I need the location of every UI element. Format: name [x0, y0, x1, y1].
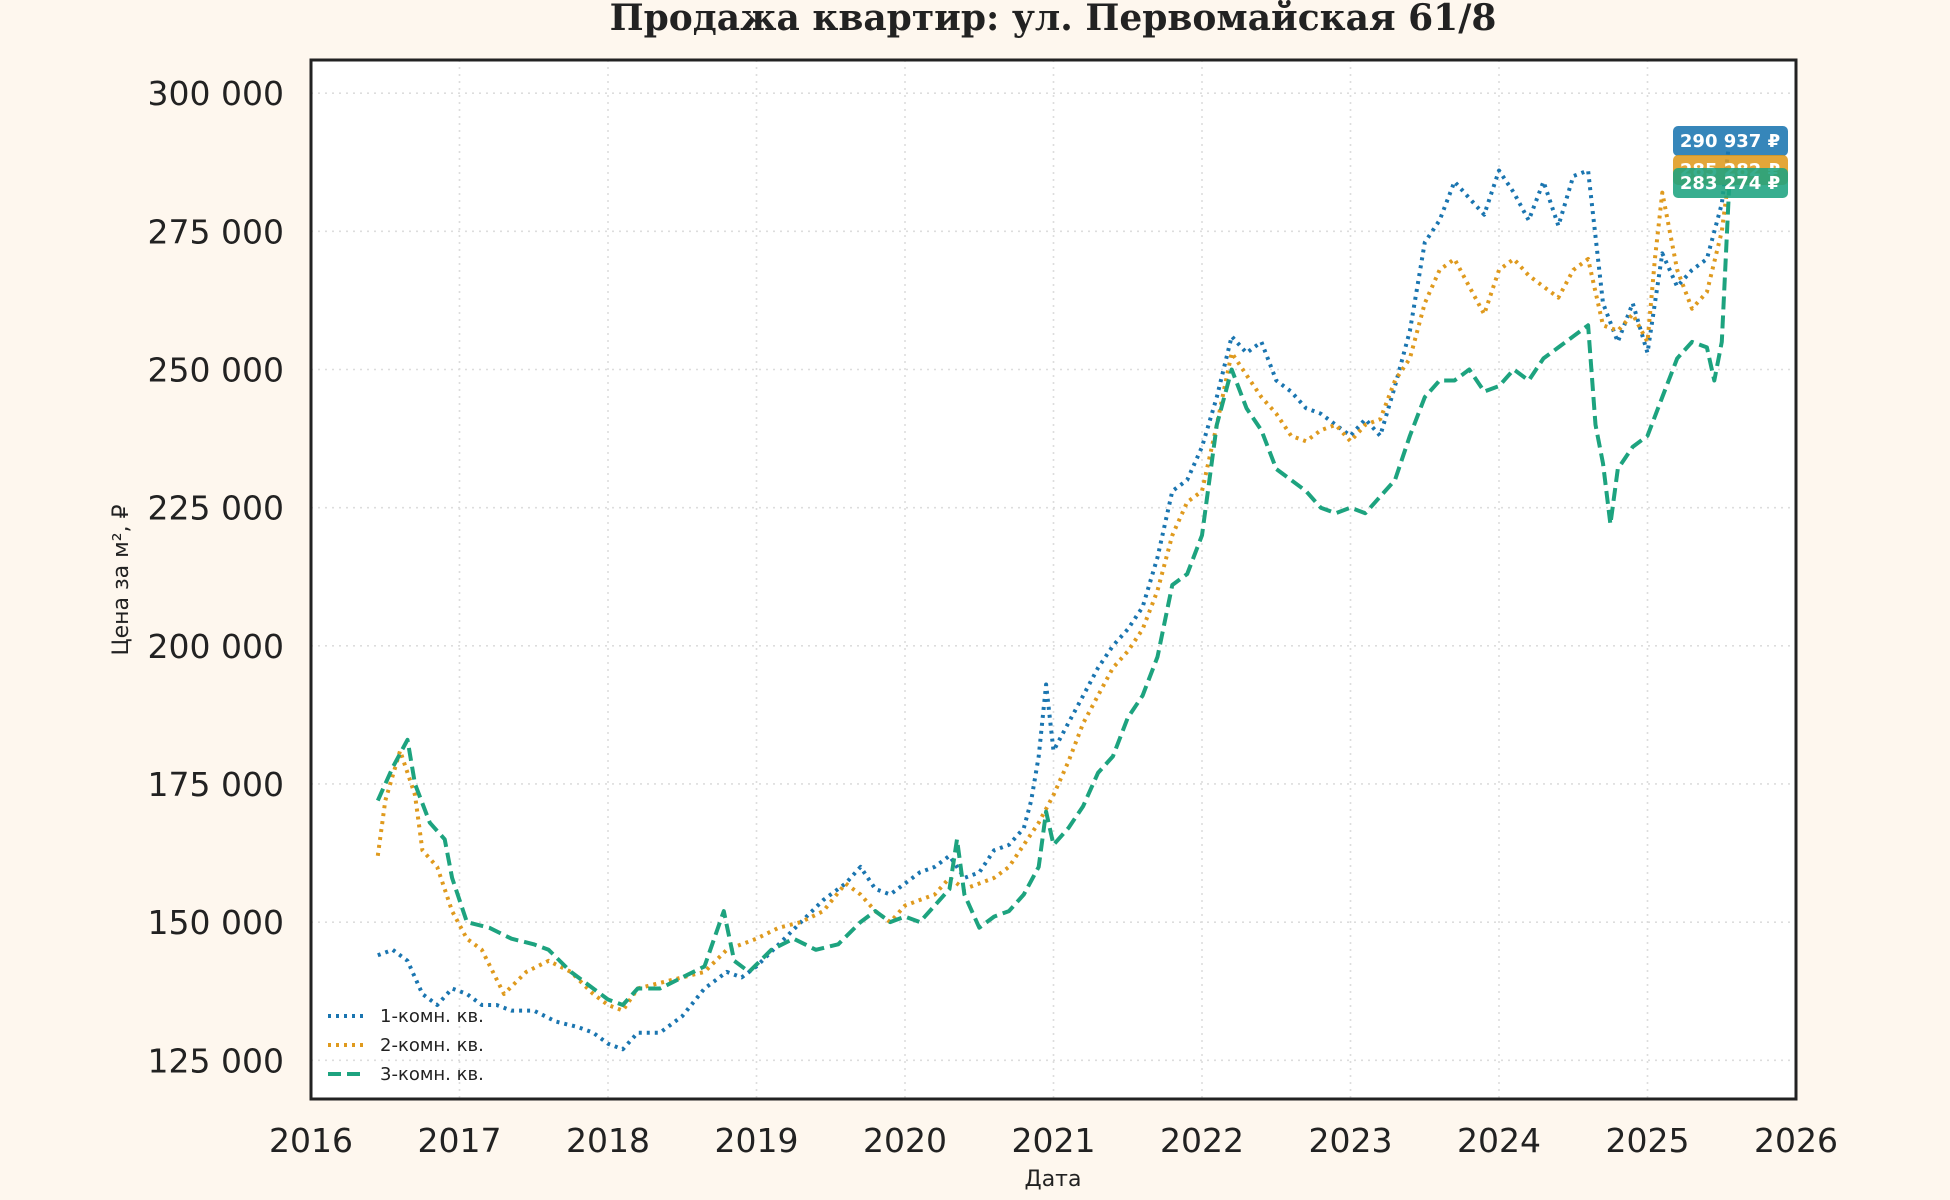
series-lines — [375, 142, 1732, 1052]
x-axis-label: Дата — [1025, 1167, 1082, 1192]
last-value-badge-label-1: 290 937 ₽ — [1680, 131, 1780, 152]
last-value-badges: 290 937 ₽285 282 ₽283 274 ₽ — [1673, 126, 1788, 198]
x-tick-label: 2016 — [269, 1121, 353, 1160]
y-tick-label: 250 000 — [148, 350, 284, 389]
y-tick-label: 225 000 — [148, 489, 284, 528]
x-tick-label: 2022 — [1160, 1121, 1244, 1160]
y-tick-label: 275 000 — [148, 212, 284, 251]
y-tick-label: 125 000 — [148, 1041, 284, 1080]
x-tick-label: 2023 — [1309, 1121, 1393, 1160]
x-tick-label: 2026 — [1754, 1121, 1838, 1160]
x-tick-label: 2019 — [715, 1121, 799, 1160]
y-axis-ticks: 125 000 150 000 175 000 200 000 225 000 250 0… — [148, 74, 284, 1080]
x-tick-label: 2025 — [1606, 1121, 1690, 1160]
y-tick-label: 175 000 — [148, 765, 284, 804]
x-tick-label: 2020 — [863, 1121, 947, 1160]
chart-title: Продажа квартир: ул. Первомайская 61/8 — [610, 0, 1497, 39]
series-line-1 — [377, 142, 1732, 1052]
legend-label-1: 1-комн. кв. — [380, 1006, 484, 1027]
x-tick-label: 2021 — [1012, 1121, 1096, 1160]
plot-frame — [309, 58, 1798, 1101]
legend-label-2: 2-комн. кв. — [380, 1035, 484, 1056]
y-axis-label: Цена за м², ₽ — [109, 504, 134, 655]
y-tick-label: 150 000 — [148, 903, 284, 942]
last-value-badge-label-3: 283 274 ₽ — [1680, 173, 1780, 194]
y-tick-label: 200 000 — [148, 627, 284, 666]
series-line-3 — [375, 185, 1732, 1007]
grid — [311, 60, 1796, 1099]
last-value-badge-1 — [1673, 126, 1788, 156]
last-value-badge-3 — [1673, 168, 1788, 198]
y-tick-label: 300 000 — [148, 74, 284, 113]
x-tick-label: 2024 — [1457, 1121, 1541, 1160]
legend: 1-комн. кв. 2-комн. кв. 3-комн. кв. — [328, 1006, 484, 1085]
legend-label-3: 3-комн. кв. — [380, 1064, 484, 1085]
x-tick-label: 2018 — [566, 1121, 650, 1160]
x-tick-label: 2017 — [418, 1121, 502, 1160]
x-axis-ticks: 2016 2017 2018 2019 2020 2021 2022 2023 2024 2025… — [269, 1121, 1838, 1160]
